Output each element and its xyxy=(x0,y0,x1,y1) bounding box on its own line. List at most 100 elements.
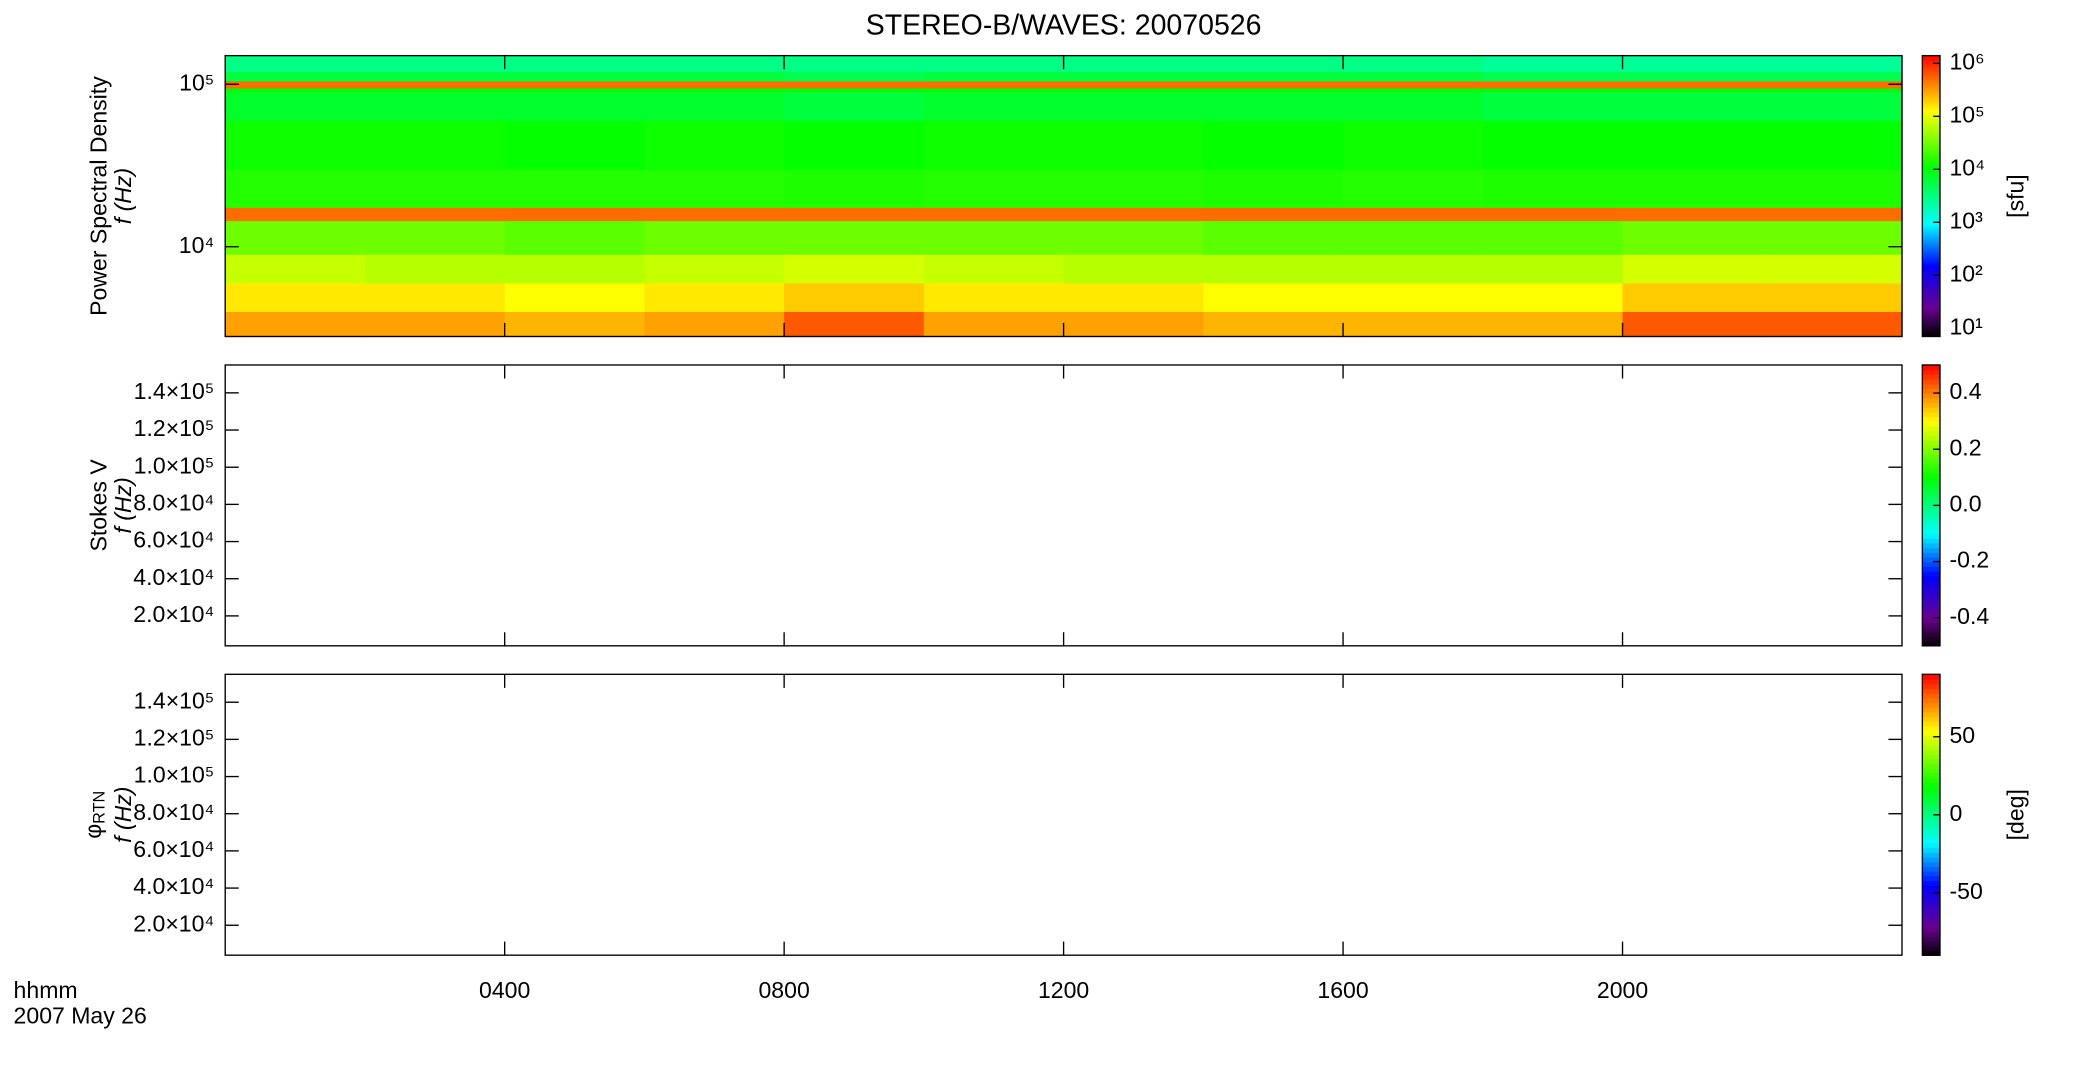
colorbar xyxy=(1922,425,1940,432)
y-axis-label-line: f (Hz) xyxy=(110,168,136,224)
y-tick-label: 4.0×10⁴ xyxy=(133,564,214,590)
x-tick-label: 2000 xyxy=(1597,977,1648,1003)
colorbar xyxy=(1922,627,1940,633)
y-tick-label: 1.4×10⁵ xyxy=(134,378,215,404)
heatmap-cell xyxy=(225,220,366,255)
heatmap-cell xyxy=(1343,55,1484,73)
heatmap-cell xyxy=(504,282,646,312)
x-tick-label: 0800 xyxy=(758,977,809,1003)
plot-frame xyxy=(224,673,1903,956)
colorbar xyxy=(1922,763,1940,769)
heatmap-cell xyxy=(1622,55,1763,73)
colorbar xyxy=(1922,603,1940,610)
colorbar xyxy=(1922,899,1940,905)
heatmap-cell xyxy=(1063,207,1205,222)
y-tick-label: 1.0×10⁵ xyxy=(134,762,215,788)
heatmap-cell xyxy=(364,120,506,170)
heatmap-cell xyxy=(364,55,506,73)
heatmap-cell xyxy=(1203,207,1344,222)
heatmap-cell xyxy=(1622,71,1763,82)
colorbar xyxy=(1922,721,1940,727)
colorbar-tick-label: 0.0 xyxy=(1949,490,1981,516)
colorbar xyxy=(1922,767,1940,774)
y-axis-label-line: f (Hz) xyxy=(110,477,136,533)
heatmap-cell xyxy=(225,87,366,93)
heatmap-cell xyxy=(923,282,1065,312)
y-tick-label: 1.4×10⁵ xyxy=(134,687,215,713)
colorbar-tick-label: 50 xyxy=(1949,722,1975,748)
heatmap-cell xyxy=(504,55,646,73)
heatmap-cell xyxy=(1063,80,1205,89)
heatmap-cell xyxy=(1622,87,1763,93)
y-tick-label: 4.0×10⁴ xyxy=(133,873,214,899)
heatmap-cell xyxy=(644,169,785,208)
heatmap-cell xyxy=(1482,80,1624,89)
heatmap-cell xyxy=(1203,87,1344,93)
colorbar xyxy=(1922,369,1940,376)
colorbar xyxy=(1922,444,1940,450)
heatmap-cell xyxy=(364,87,506,93)
colorbar xyxy=(1922,725,1940,732)
heatmap-cell xyxy=(1203,311,1344,338)
colorbar xyxy=(1922,547,1940,553)
colorbar xyxy=(1922,514,1940,521)
x-axis-label: hhmm xyxy=(14,977,78,1003)
heatmap-cell xyxy=(1343,80,1484,89)
colorbar xyxy=(1922,753,1940,760)
x-tick-label: 1600 xyxy=(1317,977,1368,1003)
colorbar xyxy=(1922,852,1940,858)
heatmap-cell xyxy=(364,71,506,82)
colorbar xyxy=(1922,781,1940,788)
colorbar xyxy=(1922,828,1940,835)
colorbar xyxy=(1922,941,1940,947)
heatmap-cell xyxy=(1343,169,1484,208)
y-tick-label: 1.2×10⁵ xyxy=(134,415,215,441)
colorbar xyxy=(1922,894,1940,900)
heatmap-cell xyxy=(1343,87,1484,93)
heatmap-cell xyxy=(1482,207,1624,222)
heatmap-cell xyxy=(1203,282,1344,312)
colorbar xyxy=(1922,796,1940,802)
heatmap-cell xyxy=(1203,71,1344,82)
colorbar xyxy=(1922,383,1940,390)
heatmap-cell xyxy=(1063,55,1205,73)
colorbar xyxy=(1922,805,1940,811)
heatmap-cell xyxy=(1482,55,1624,73)
y-tick-label: 8.0×10⁴ xyxy=(133,799,214,825)
heatmap-cell xyxy=(1762,254,1903,284)
heatmap-cell xyxy=(1482,220,1624,255)
x-tick-label: 1200 xyxy=(1038,977,1089,1003)
y-tick-label: 10⁴ xyxy=(179,232,215,258)
heatmap-cell xyxy=(1482,91,1624,121)
heatmap-cell xyxy=(1762,120,1903,170)
colorbar xyxy=(1922,552,1940,558)
heatmap-cell xyxy=(923,254,1065,284)
heatmap-cell xyxy=(364,220,506,255)
colorbar xyxy=(1922,524,1940,530)
colorbar-tick-label: 10⁴ xyxy=(1949,154,1985,180)
colorbar xyxy=(1922,636,1940,642)
colorbar xyxy=(1922,707,1940,713)
x-tick-label: 0400 xyxy=(479,977,530,1003)
y-axis-label: φRTN f (Hz) xyxy=(80,787,136,843)
heatmap-cell xyxy=(1622,207,1763,222)
colorbar xyxy=(1922,945,1940,952)
colorbar xyxy=(1922,528,1940,535)
colorbar xyxy=(1922,533,1940,539)
colorbar-label: [sfu] xyxy=(2002,174,2028,218)
colorbar-tick-label: -0.4 xyxy=(1949,603,1989,629)
heatmap-cell xyxy=(504,71,646,82)
heatmap-cell xyxy=(1762,71,1903,82)
heatmap-cell xyxy=(1063,87,1205,93)
colorbar xyxy=(1922,931,1940,938)
colorbar xyxy=(1922,510,1940,516)
heatmap-cell xyxy=(1762,311,1903,338)
colorbar xyxy=(1922,439,1940,446)
heatmap-cell xyxy=(923,169,1065,208)
y-axis-label-sub: RTN xyxy=(91,791,109,824)
heatmap-cell xyxy=(1482,311,1624,338)
colorbar xyxy=(1922,566,1940,572)
colorbar xyxy=(1922,735,1940,741)
